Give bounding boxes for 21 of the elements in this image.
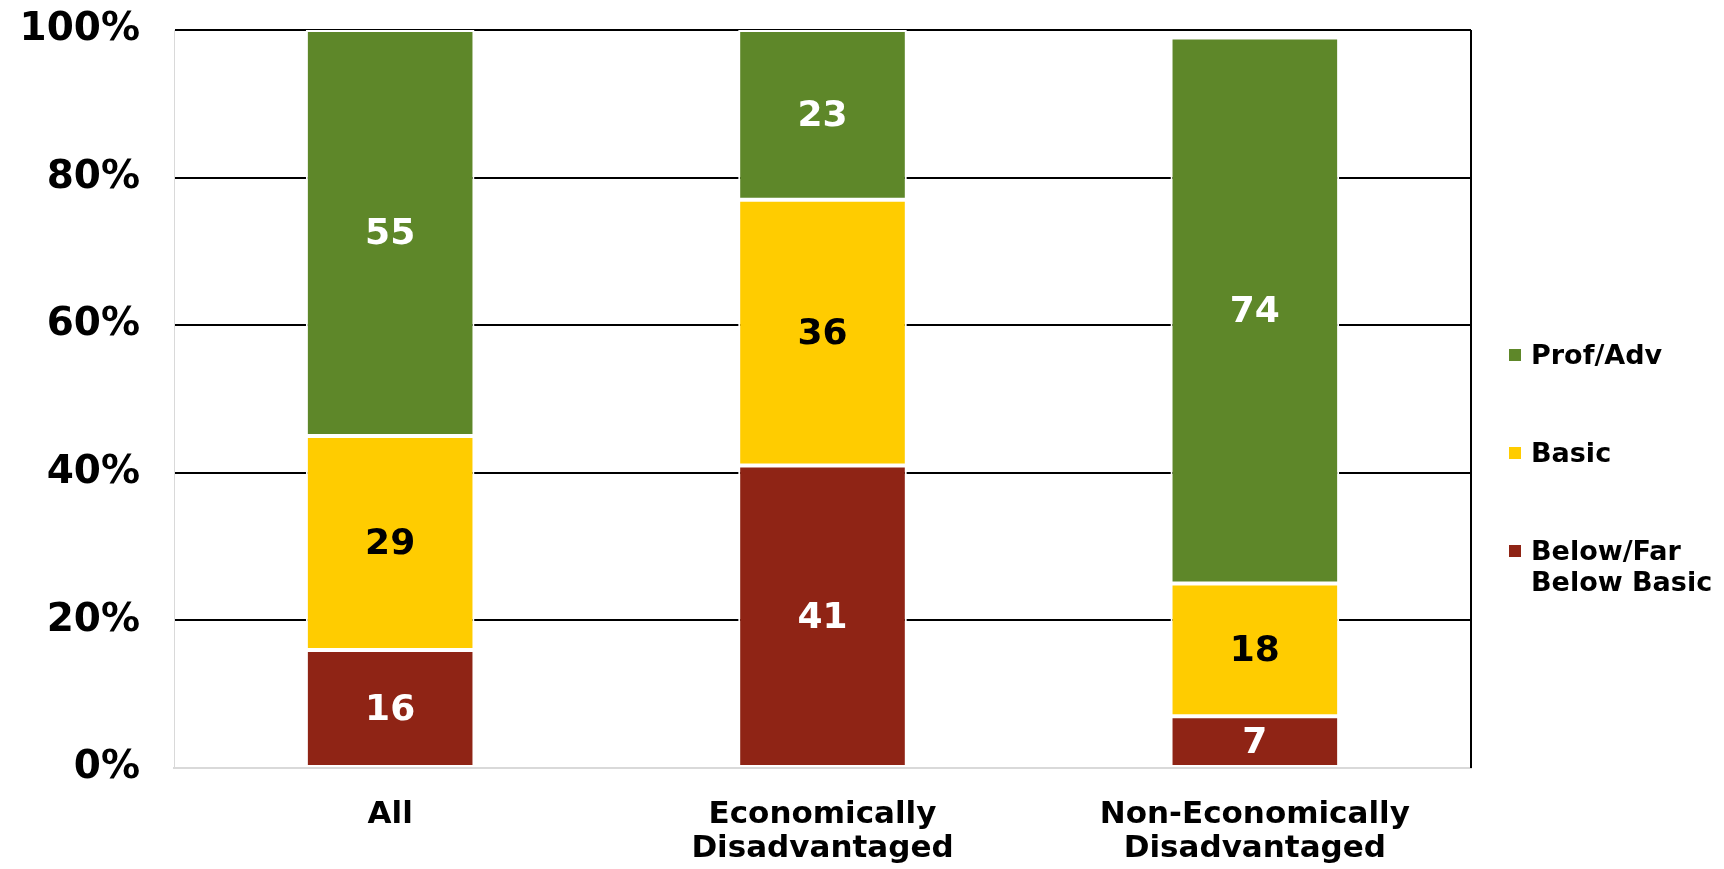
x-tick-label: All bbox=[367, 794, 413, 831]
data-label: 16 bbox=[365, 686, 416, 728]
x-tick-label: Economically Disadvantaged bbox=[691, 794, 954, 865]
x-tick-label: Non-Economically Disadvantaged bbox=[1099, 794, 1410, 865]
legend-label: Below/Far Below Basic bbox=[1531, 535, 1714, 597]
y-tick-label: 80% bbox=[46, 151, 140, 197]
data-label: 18 bbox=[1229, 628, 1280, 670]
y-tick-label: 60% bbox=[46, 299, 140, 345]
y-tick-label: 0% bbox=[73, 742, 140, 788]
data-label: 55 bbox=[365, 211, 416, 253]
y-tick-label: 100% bbox=[19, 4, 140, 50]
data-label: 74 bbox=[1229, 288, 1280, 330]
y-tick-label: 20% bbox=[46, 594, 140, 640]
data-label: 29 bbox=[365, 521, 416, 563]
data-label: 36 bbox=[797, 310, 848, 352]
legend-label: Basic bbox=[1531, 437, 1612, 468]
data-label: 41 bbox=[797, 594, 848, 636]
legend-label: Prof/Adv bbox=[1531, 339, 1663, 370]
data-label: 7 bbox=[1242, 720, 1268, 762]
data-label: 23 bbox=[797, 93, 848, 135]
y-tick-label: 40% bbox=[46, 446, 140, 492]
